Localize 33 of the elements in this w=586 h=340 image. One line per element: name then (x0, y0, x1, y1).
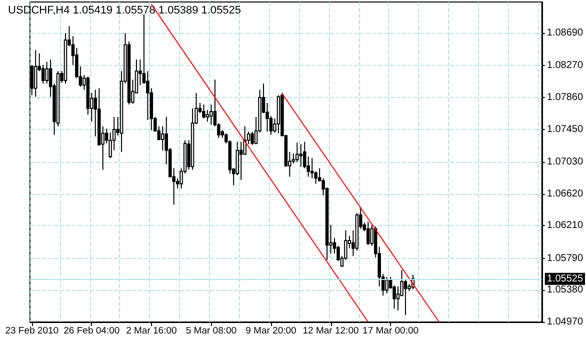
candlestick (45, 61, 48, 84)
candlestick (250, 131, 254, 146)
y-tick-label: 1.07450 (546, 124, 584, 135)
x-tick-label: 26 Feb 04:00 (64, 326, 120, 336)
y-tick-label: 1.04970 (546, 316, 584, 328)
ref-line-label: 1.05525 (546, 273, 584, 284)
candlestick (299, 144, 302, 168)
y-tick-label: 1.08270 (546, 60, 584, 72)
candlestick (269, 116, 273, 136)
y-tick-label: 1.05790 (546, 252, 584, 264)
candlestick (296, 142, 299, 162)
candlestick (202, 104, 206, 120)
candlestick (385, 276, 388, 294)
x-tick-label: 12 Mar 12:00 (302, 326, 359, 336)
candlestick (302, 141, 306, 169)
y-tick-label: 1.06620 (546, 188, 584, 200)
candlestick (34, 50, 38, 98)
x-tick-label: 9 Mar 20:00 (246, 326, 296, 336)
x-tick-label: 5 Mar 08:00 (186, 326, 237, 336)
candlestick (161, 126, 164, 151)
candlestick (210, 104, 213, 126)
y-tick-label: 1.06210 (546, 220, 584, 232)
candlestick (366, 221, 370, 246)
y-tick-label: 1.07030 (546, 156, 584, 168)
candlestick (239, 141, 243, 180)
x-tick-label: 17 Mar 00:00 (362, 326, 419, 336)
y-tick-label: 1.07860 (546, 92, 584, 104)
x-tick-label: 2 Mar 16:00 (126, 326, 177, 336)
candlestick (310, 158, 314, 179)
candlestick (404, 280, 408, 316)
y-tick-label: 1.05380 (546, 284, 584, 296)
x-tick-label: 23 Feb 2010 (5, 326, 59, 336)
y-tick-label: 1.08690 (546, 28, 584, 39)
